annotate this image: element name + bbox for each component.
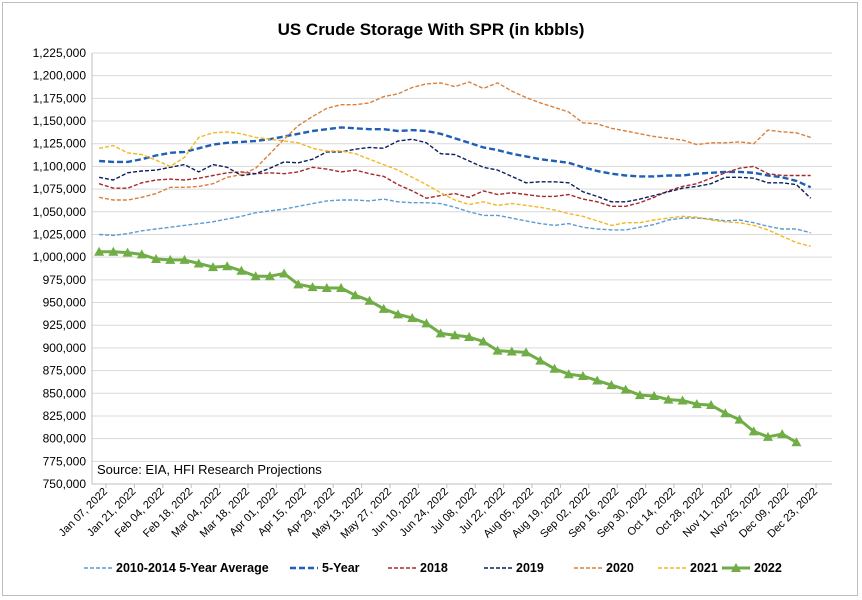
data-point-marker xyxy=(407,312,418,322)
data-point-marker xyxy=(492,345,503,355)
data-point-marker xyxy=(478,336,489,346)
data-point-marker xyxy=(563,369,574,379)
data-point-marker xyxy=(250,271,261,281)
data-point-marker xyxy=(734,414,745,424)
data-point-marker xyxy=(108,246,119,256)
data-point-marker xyxy=(449,330,460,340)
series-line-2019 xyxy=(98,138,812,203)
y-tick-label: 775,000 xyxy=(43,454,87,468)
data-point-marker xyxy=(350,290,361,300)
x-tick-label: Dec 23, 2022 xyxy=(765,486,820,541)
data-point-marker xyxy=(336,283,347,293)
data-point-marker xyxy=(677,395,688,405)
data-point-marker xyxy=(663,394,674,404)
series-line-2021 xyxy=(98,131,811,247)
data-point-marker xyxy=(321,283,332,293)
legend-label-2018: 2018 xyxy=(420,561,448,575)
data-point-marker xyxy=(94,246,105,256)
data-point-marker xyxy=(122,247,133,257)
data-point-marker xyxy=(435,328,446,338)
series-line-5-year xyxy=(99,126,812,189)
y-tick-label: 900,000 xyxy=(43,341,87,355)
y-tick-label: 1,050,000 xyxy=(33,205,87,219)
data-point-marker xyxy=(307,282,318,292)
data-point-marker xyxy=(207,262,218,272)
data-point-marker xyxy=(521,347,532,357)
data-point-marker xyxy=(592,375,603,385)
data-point-marker xyxy=(620,384,631,394)
data-point-marker xyxy=(236,265,247,275)
data-point-marker xyxy=(762,431,773,441)
data-point-marker xyxy=(193,258,204,268)
legend-label-2021: 2021 xyxy=(690,561,718,575)
y-tick-label: 1,025,000 xyxy=(33,227,87,241)
data-point-marker xyxy=(649,390,660,400)
y-tick-label: 1,175,000 xyxy=(33,91,87,105)
y-tick-label: 825,000 xyxy=(43,409,87,423)
y-tick-label: 925,000 xyxy=(43,318,87,332)
y-tick-label: 1,200,000 xyxy=(33,69,87,83)
data-point-marker xyxy=(506,346,517,356)
data-point-marker xyxy=(222,261,233,271)
data-point-marker xyxy=(748,426,759,436)
y-tick-label: 1,100,000 xyxy=(33,159,87,173)
data-point-marker xyxy=(691,399,702,409)
data-point-marker xyxy=(421,318,432,328)
y-tick-label: 1,000,000 xyxy=(33,250,87,264)
y-tick-label: 1,225,000 xyxy=(33,46,87,60)
data-point-marker xyxy=(179,254,190,264)
legend-label-2010-2014-5-year-average: 2010-2014 5-Year Average xyxy=(116,561,269,575)
legend-label-2020: 2020 xyxy=(606,561,634,575)
y-tick-label: 1,150,000 xyxy=(33,114,87,128)
y-tick-label: 1,075,000 xyxy=(33,182,87,196)
data-point-marker xyxy=(151,253,162,263)
data-point-marker xyxy=(364,295,375,305)
data-point-marker xyxy=(535,355,546,365)
data-point-marker xyxy=(634,390,645,400)
data-point-marker xyxy=(777,429,788,439)
data-point-marker xyxy=(464,332,475,342)
data-point-marker xyxy=(136,249,147,259)
y-tick-label: 850,000 xyxy=(43,386,87,400)
data-point-marker xyxy=(791,437,802,447)
chart-title: US Crude Storage With SPR (in kbbls) xyxy=(278,20,585,39)
data-point-marker xyxy=(549,363,560,373)
series-line-2018 xyxy=(98,165,811,208)
legend-label-2022: 2022 xyxy=(754,561,782,575)
series-line-2010-2014-5-year-average xyxy=(99,198,811,237)
data-point-marker xyxy=(706,400,717,410)
legend-label-2019: 2019 xyxy=(516,561,544,575)
data-point-marker xyxy=(293,279,304,289)
data-point-marker xyxy=(378,303,389,313)
data-point-marker xyxy=(720,408,731,418)
series-line-2020 xyxy=(98,81,811,201)
y-tick-label: 750,000 xyxy=(43,477,87,491)
data-point-marker xyxy=(165,254,176,264)
y-tick-label: 875,000 xyxy=(43,364,87,378)
legend-marker-2022 xyxy=(731,563,741,572)
y-tick-label: 800,000 xyxy=(43,432,87,446)
source-annotation: Source: EIA, HFI Research Projections xyxy=(97,462,322,477)
legend-label-5-year: 5-Year xyxy=(322,561,360,575)
y-tick-label: 1,125,000 xyxy=(33,137,87,151)
data-point-marker xyxy=(279,268,290,278)
y-tick-label: 975,000 xyxy=(43,273,87,287)
y-tick-label: 950,000 xyxy=(43,296,87,310)
data-point-marker xyxy=(264,271,275,281)
data-point-marker xyxy=(606,380,617,390)
data-point-marker xyxy=(577,371,588,381)
data-point-marker xyxy=(392,309,403,319)
